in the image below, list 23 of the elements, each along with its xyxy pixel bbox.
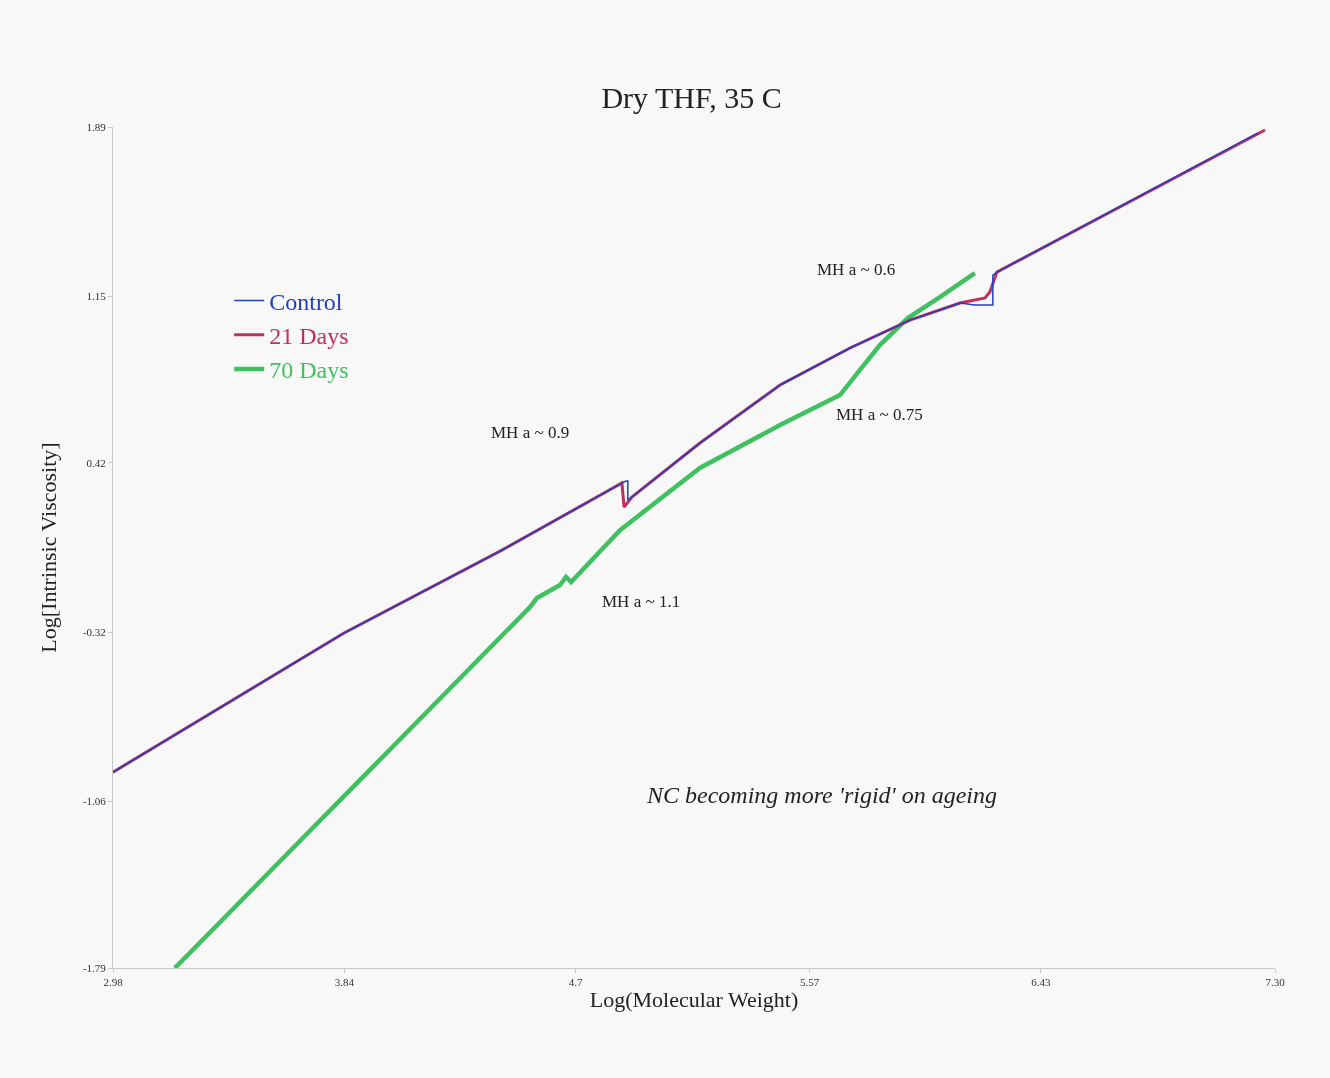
- annotation: MH a ~ 1.1: [602, 592, 681, 611]
- legend-label: 21 Days: [269, 323, 349, 350]
- annotation: NC becoming more 'rigid' on ageing: [646, 782, 998, 808]
- annotation: MH a ~ 0.6: [817, 260, 896, 279]
- y-tick-label: -1.06: [82, 795, 107, 808]
- annotation: MH a ~ 0.9: [491, 423, 570, 442]
- y-tick-label: -1.79: [82, 961, 107, 974]
- x-tick-label: 3.84: [334, 976, 355, 989]
- annotation: MH a ~ 0.75: [836, 405, 923, 424]
- x-axis-title: Log(Molecular Weight): [589, 987, 799, 1013]
- y-tick-label: -0.32: [82, 625, 106, 638]
- x-tick-label: 7.30: [1265, 976, 1286, 989]
- y-tick-label: 0.42: [86, 456, 106, 469]
- legend-label: Control: [269, 288, 343, 315]
- y-tick-label: 1.15: [86, 289, 107, 302]
- x-tick-label: 4.7: [568, 976, 584, 989]
- x-tick-label: 5.57: [800, 976, 820, 989]
- y-axis-title: Log[Intrinsic Viscosity]: [35, 442, 61, 653]
- legend-label: 70 Days: [269, 357, 349, 384]
- y-tick-label: 1.89: [86, 120, 107, 133]
- x-tick-label: 6.43: [1031, 976, 1052, 989]
- x-tick-label: 2.98: [103, 976, 124, 989]
- chart-title: Dry THF, 35 C: [601, 80, 782, 114]
